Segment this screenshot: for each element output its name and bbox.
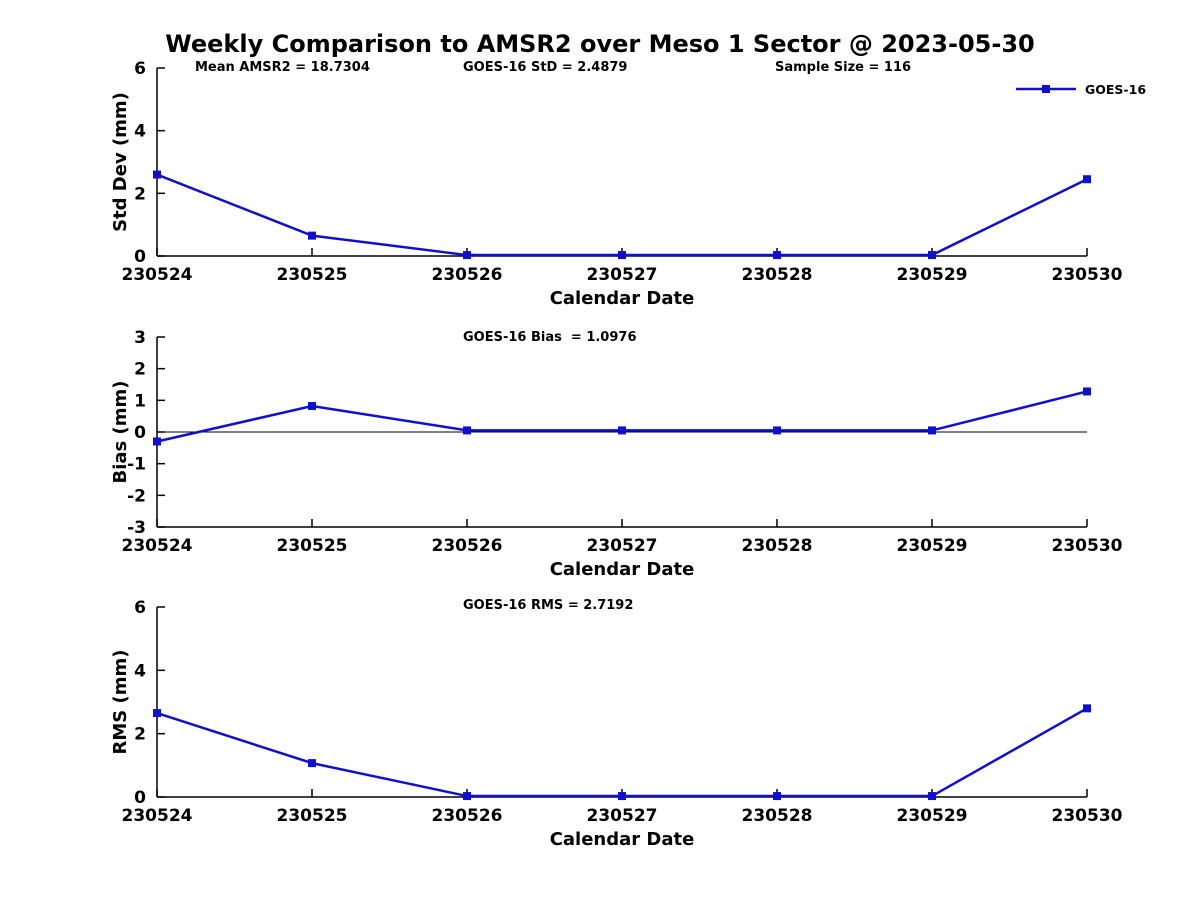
data-point-marker <box>618 792 626 801</box>
y-tick-label: 1 <box>134 391 146 411</box>
x-tick-label: 230527 <box>587 536 658 556</box>
y-tick-label: -3 <box>127 518 146 538</box>
legend: GOES-16 <box>1015 81 1146 97</box>
x-tick-label: 230524 <box>122 806 193 826</box>
page-title: Weekly Comparison to AMSR2 over Meso 1 S… <box>165 30 1035 58</box>
data-point-marker <box>773 251 781 260</box>
data-point-marker <box>463 792 471 801</box>
stat-mean-amsr2: Mean AMSR2 = 18.7304 <box>195 60 370 75</box>
x-axis-label: Calendar Date <box>550 288 695 309</box>
x-tick-label: 230527 <box>587 265 658 285</box>
annotation-goes16-bias: GOES-16 Bias = 1.0976 <box>463 330 637 345</box>
data-point-marker <box>463 251 471 260</box>
x-tick-label: 230528 <box>742 265 813 285</box>
y-axis-label: Bias (mm) <box>110 381 131 484</box>
series-line <box>156 707 1088 798</box>
data-point-marker <box>618 251 626 260</box>
x-tick-label: 230526 <box>432 806 503 826</box>
data-point-marker <box>928 251 936 260</box>
y-tick-label: 4 <box>134 122 146 142</box>
x-tick-label: 230527 <box>587 806 658 826</box>
y-axis-label: RMS (mm) <box>110 650 131 755</box>
data-point-marker <box>308 231 316 240</box>
stat-goes16-std: GOES-16 StD = 2.4879 <box>463 60 628 75</box>
data-point-marker <box>153 170 161 179</box>
y-tick-label: 2 <box>134 725 146 745</box>
data-point-marker <box>1083 387 1091 396</box>
y-axis-label: Std Dev (mm) <box>110 92 131 232</box>
y-tick-label: 0 <box>134 423 146 443</box>
y-tick-label: -2 <box>127 486 146 506</box>
y-tick-label: 3 <box>134 328 146 348</box>
y-tick-label: 0 <box>134 247 146 267</box>
x-tick-label: 230524 <box>122 265 193 285</box>
x-tick-label: 230529 <box>897 265 968 285</box>
x-tick-label: 230525 <box>277 265 348 285</box>
data-point-marker <box>618 426 626 435</box>
x-tick-label: 230525 <box>277 536 348 556</box>
x-tick-label: 230524 <box>122 536 193 556</box>
data-point-marker <box>928 792 936 801</box>
data-point-marker <box>1083 175 1091 184</box>
x-axis-label: Calendar Date <box>550 559 695 580</box>
x-tick-label: 230528 <box>742 806 813 826</box>
x-tick-label: 230529 <box>897 806 968 826</box>
y-tick-label: -1 <box>127 455 146 475</box>
x-tick-label: 230526 <box>432 536 503 556</box>
x-tick-label: 230526 <box>432 265 503 285</box>
x-tick-label: 230530 <box>1052 536 1123 556</box>
data-point-marker <box>308 759 316 768</box>
y-tick-label: 6 <box>134 598 146 618</box>
data-point-marker <box>153 709 161 718</box>
legend-label: GOES-16 <box>1085 81 1147 97</box>
data-point-marker <box>463 426 471 435</box>
x-tick-label: 230530 <box>1052 265 1123 285</box>
x-axis-label: Calendar Date <box>550 829 695 850</box>
y-tick-label: 0 <box>134 788 146 808</box>
data-point-marker <box>928 426 936 435</box>
y-tick-label: 2 <box>134 360 146 380</box>
series-line <box>156 173 1088 257</box>
legend-line-marker-icon <box>1016 85 1076 93</box>
y-tick-label: 2 <box>134 184 146 204</box>
y-tick-label: 4 <box>134 661 146 681</box>
data-point-marker <box>1083 704 1091 713</box>
x-tick-label: 230525 <box>277 806 348 826</box>
stat-sample-size: Sample Size = 116 <box>775 60 912 75</box>
x-tick-label: 230528 <box>742 536 813 556</box>
y-tick-label: 6 <box>134 59 146 79</box>
data-point-marker <box>773 426 781 435</box>
data-point-marker <box>308 402 316 411</box>
x-tick-label: 230529 <box>897 536 968 556</box>
data-point-marker <box>153 437 161 446</box>
data-point-marker <box>773 792 781 801</box>
annotation-goes16-rms: GOES-16 RMS = 2.7192 <box>463 598 634 613</box>
x-tick-label: 230530 <box>1052 806 1123 826</box>
